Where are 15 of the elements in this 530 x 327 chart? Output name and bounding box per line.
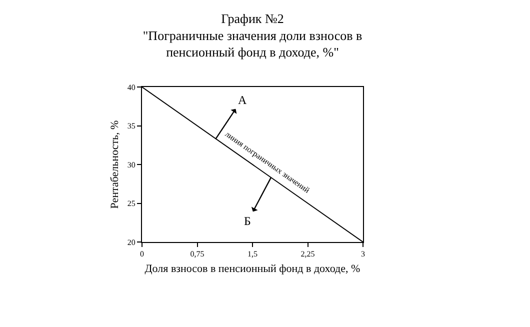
annotation: А xyxy=(238,93,247,107)
y-tick-label: 35 xyxy=(127,122,136,131)
x-tick-label: 0,75 xyxy=(190,250,204,259)
y-tick-label: 40 xyxy=(127,82,136,92)
y-tick-label: 20 xyxy=(127,238,136,247)
chart-title: График №2 "Пограничные значения доли взносов в пенсионный фонд в доходе, %" xyxy=(142,10,362,60)
x-tick-label: 2,25 xyxy=(300,250,315,259)
x-tick-label: 0 xyxy=(140,250,144,259)
x-tick-label: 1,5 xyxy=(248,250,258,259)
y-axis-title: Рентабельность, % xyxy=(109,120,122,209)
annotation: Б xyxy=(244,214,251,228)
y-tick-label: 25 xyxy=(127,199,136,208)
x-axis-title: Доля взносов в пенсионный фонд в доходе, % xyxy=(144,262,360,275)
x-tick-label: 3 xyxy=(361,250,365,259)
y-tick-label: 30 xyxy=(127,160,136,170)
